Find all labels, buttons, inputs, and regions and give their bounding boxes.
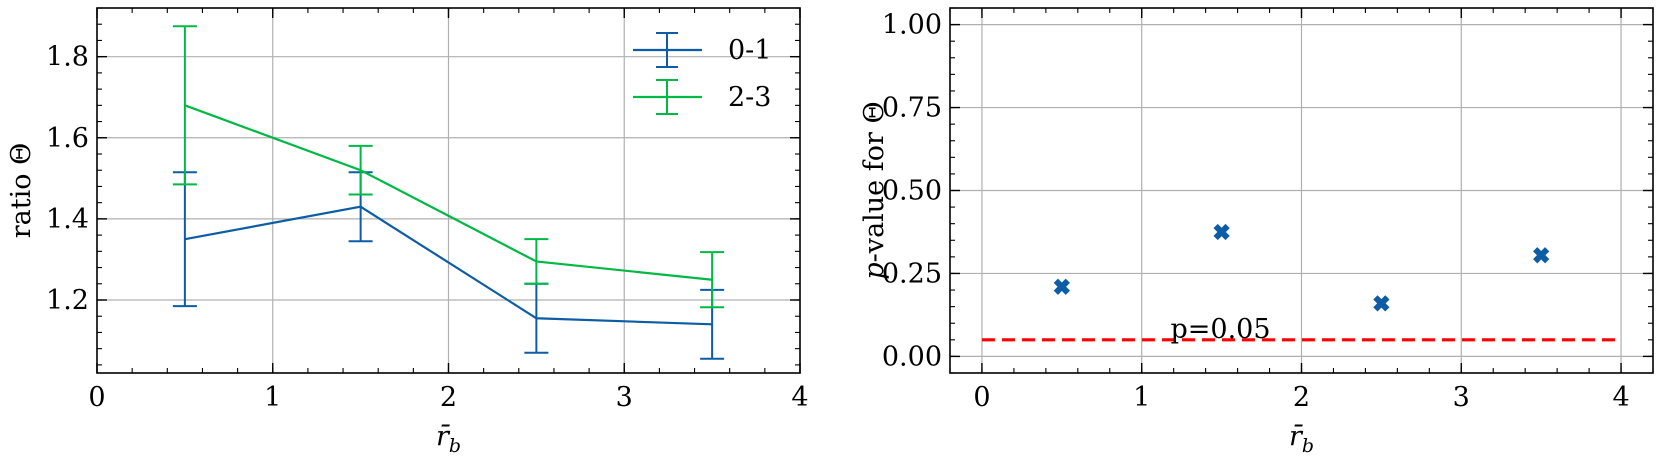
x-tick-label: 3 — [1453, 382, 1470, 413]
chart-1: 0 1 2 3 4 1.2 1.4 1.6 1.8 r̄b ratio Θ 0-1 2-3 — [6, 7, 809, 457]
scatter-point — [1213, 223, 1230, 241]
x-tick-label: 3 — [616, 382, 633, 413]
y-tick-label: 0.00 — [882, 341, 942, 372]
x-tick-label: 0 — [973, 382, 990, 413]
series-line — [184, 205, 713, 326]
y-tick-label: 1.2 — [46, 285, 89, 316]
scatter-point — [1373, 295, 1390, 312]
y-tick-label: 0.75 — [882, 93, 942, 124]
legend-label: 0-1 — [728, 35, 771, 66]
legend-item: 2-3 — [633, 79, 771, 115]
legend-label: 2-3 — [728, 82, 771, 113]
y-tick-label: 1.4 — [46, 204, 89, 235]
legend-item: 0-1 — [633, 32, 771, 68]
x-tick-label: 2 — [1293, 382, 1310, 413]
axes-frame — [949, 7, 1654, 374]
x-axis-label: r̄b — [436, 421, 461, 457]
series-line — [184, 104, 713, 281]
chart-2: 0 1 2 3 4 0.00 0.25 0.50 0.75 1.00 r̄b p-value for … — [859, 7, 1654, 457]
y-tick-label: 1.6 — [46, 123, 89, 154]
x-tick-label: 1 — [1133, 382, 1150, 413]
series-2-3 — [172, 25, 725, 309]
scatter-point — [1053, 278, 1070, 295]
scatter-point — [1533, 247, 1550, 264]
threshold-label: p=0.05 — [1170, 314, 1270, 345]
legend: 0-1 2-3 — [633, 32, 771, 115]
x-tick-label: 4 — [1612, 382, 1629, 413]
y-tick-label: 0.50 — [882, 176, 942, 207]
y-tick-label: 1.8 — [46, 42, 89, 73]
y-tick-label: 0.25 — [882, 258, 942, 289]
x-tick-label: 1 — [264, 382, 281, 413]
y-axis-label: p-value for Θ — [859, 101, 890, 279]
x-tick-label: 0 — [88, 382, 105, 413]
axes-frame — [96, 7, 801, 374]
x-tick-label: 4 — [791, 382, 808, 413]
y-tick-label: 1.00 — [882, 10, 942, 41]
y-axis-label: ratio Θ — [6, 143, 37, 238]
x-tick-label: 2 — [440, 382, 457, 413]
scatter-series — [1053, 223, 1550, 312]
x-axis-label: r̄b — [1289, 421, 1314, 457]
